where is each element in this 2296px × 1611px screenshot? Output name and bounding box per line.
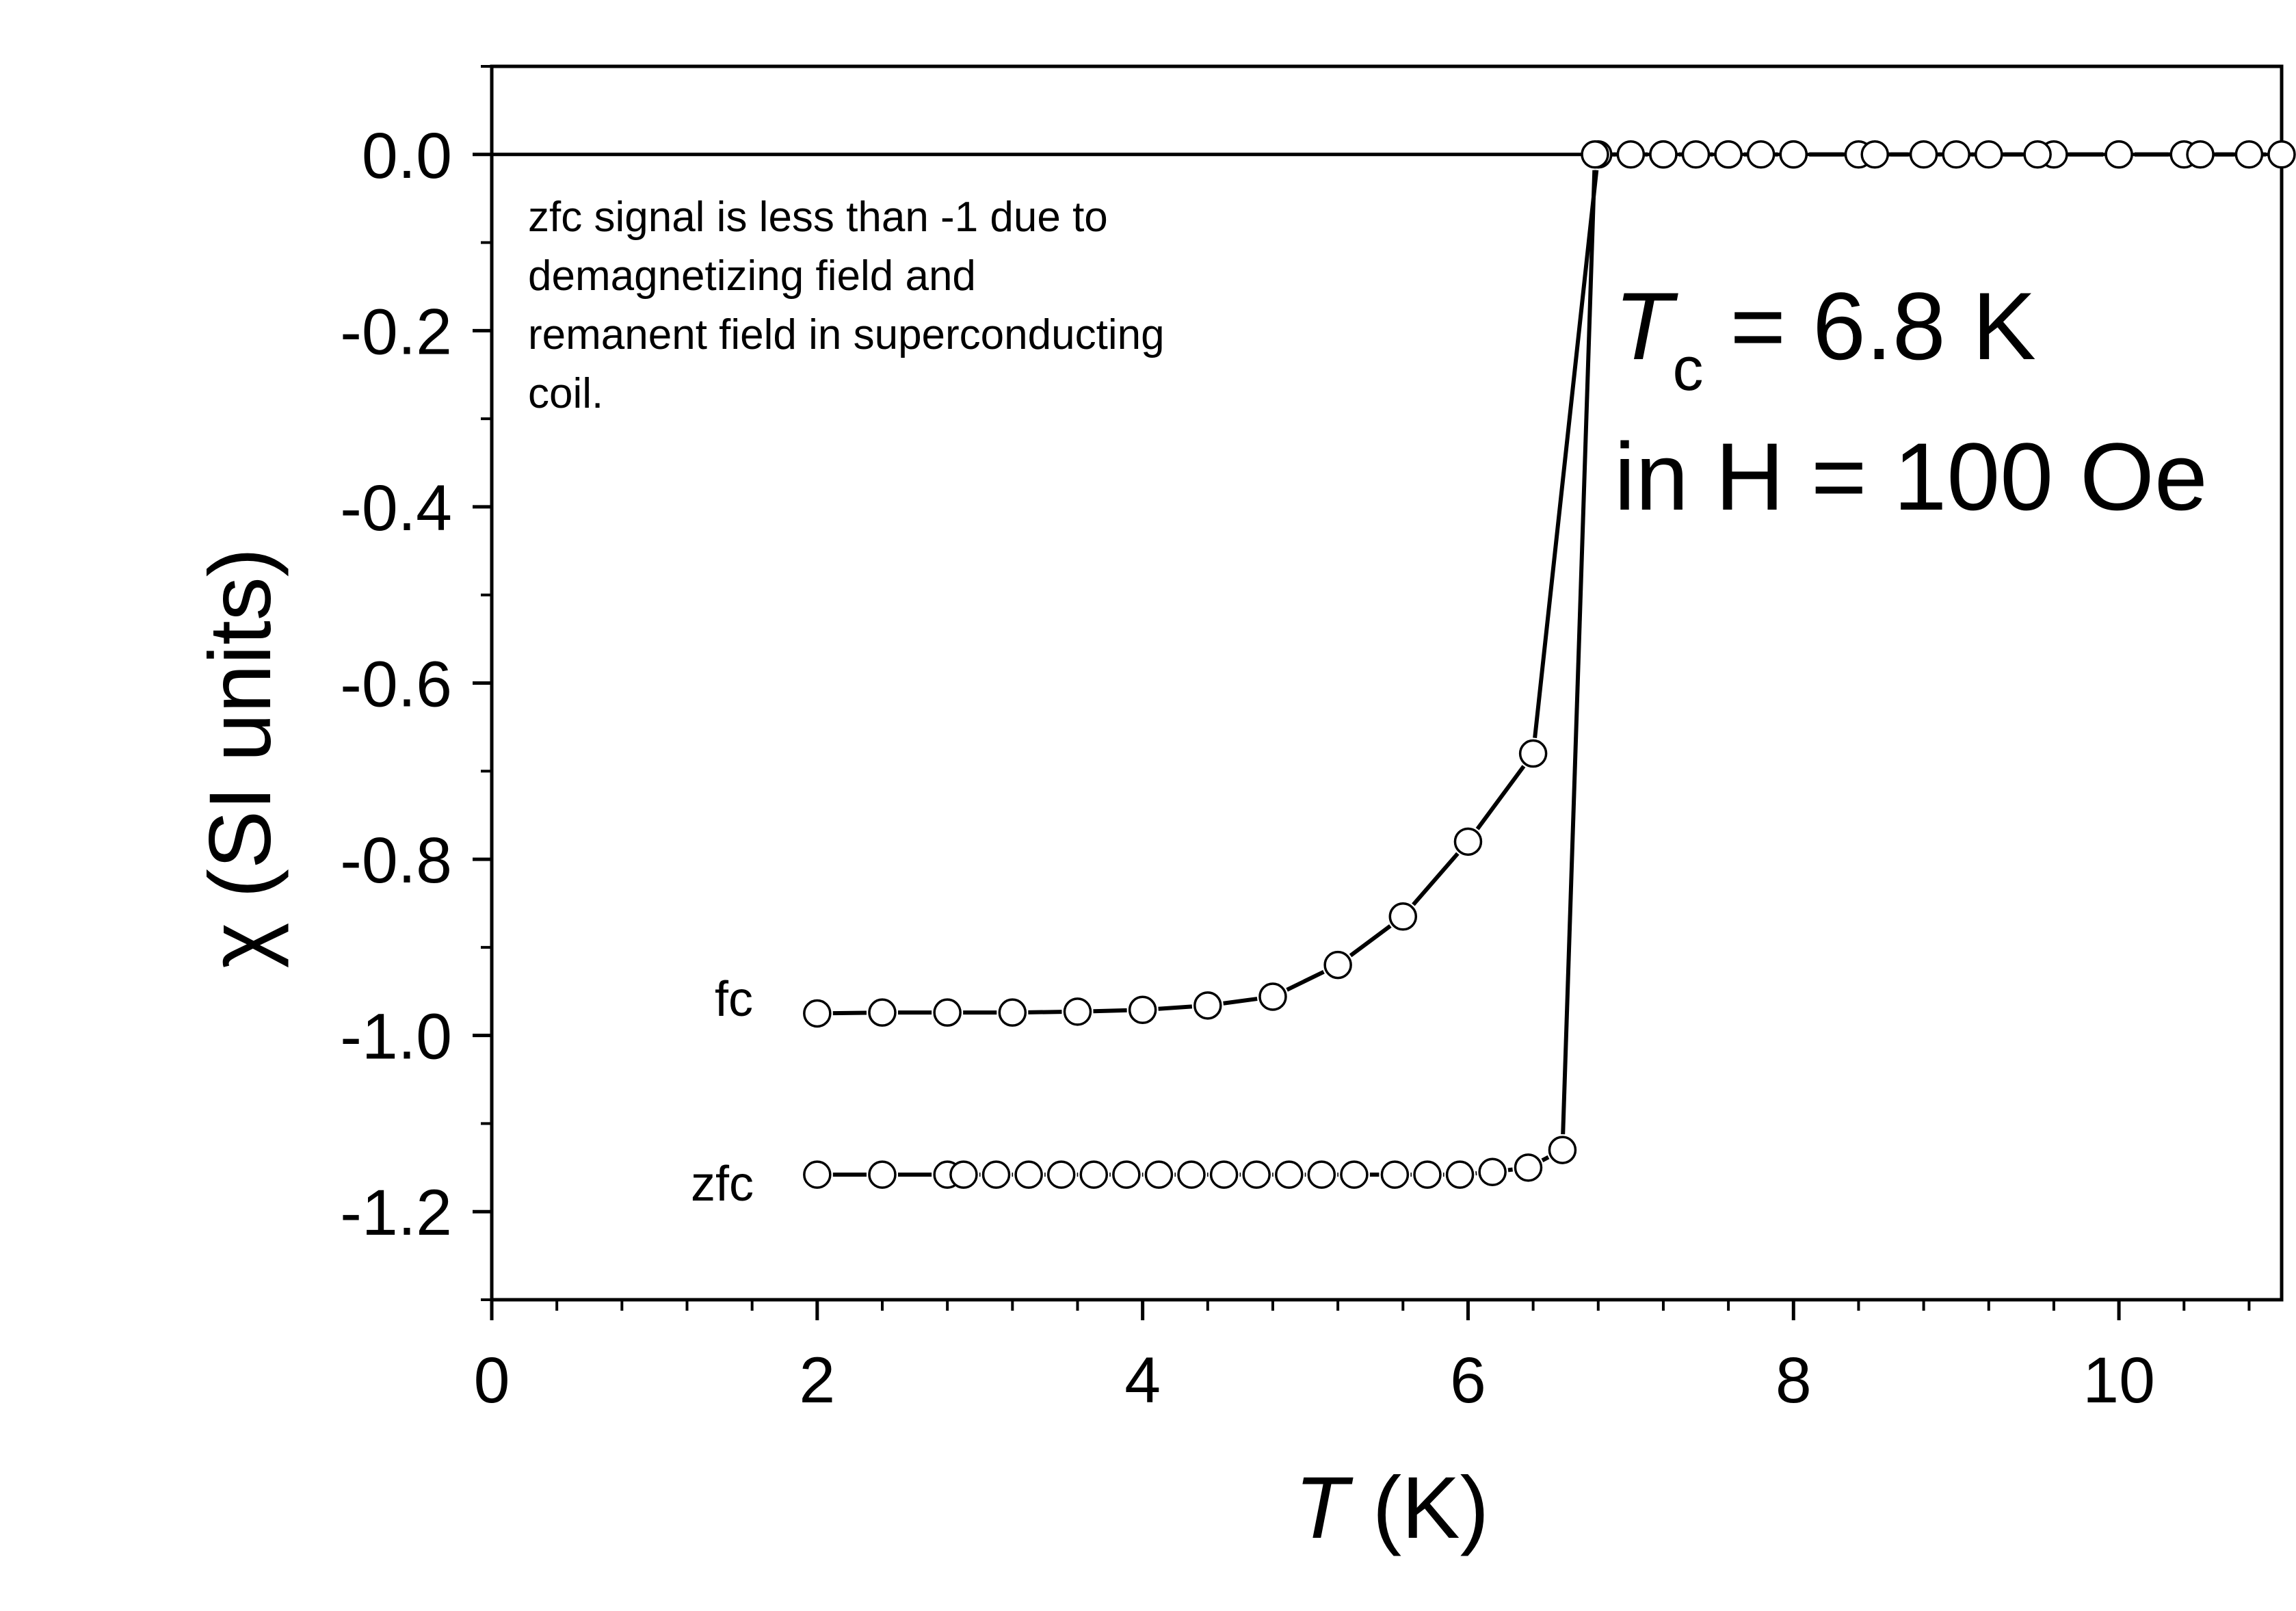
series-line-fc (1475, 765, 1526, 830)
data-point-zfc (1714, 140, 1743, 169)
data-point-zfc (1514, 1153, 1543, 1182)
y-tick-label: -1.0 (340, 1001, 452, 1073)
data-point-fc (1258, 982, 1287, 1011)
x-tick-label: 6 (1450, 1344, 1486, 1417)
data-point-fc (933, 998, 962, 1027)
series-line-fc (1412, 852, 1460, 906)
note-line-1: zfc signal is less than -1 due to (528, 194, 1108, 241)
data-point-zfc (1046, 1160, 1076, 1189)
y-tick-label: -0.8 (340, 824, 452, 897)
data-point-zfc (1307, 1160, 1336, 1189)
x-tick-label: 8 (1776, 1344, 1812, 1417)
data-point-fc (1518, 739, 1548, 768)
data-point-fc (1323, 950, 1352, 980)
x-axis-unit: (K) (1348, 1459, 1489, 1557)
series-line-fc (1533, 170, 1599, 738)
y-axis-title: χ (SI units) (192, 548, 289, 969)
data-point-zfc (2104, 140, 2133, 169)
data-point-zfc (1779, 140, 1808, 169)
tc-subscript: c (1673, 335, 1704, 404)
data-point-fc (1453, 827, 1483, 856)
tc-annotation: Tc = 6.8 K (1614, 272, 2036, 404)
data-point-zfc (1746, 140, 1776, 169)
y-tick-label: -0.4 (340, 472, 452, 545)
data-point-fc (803, 999, 832, 1028)
data-point-zfc (1860, 140, 1889, 169)
data-point-fc (1975, 140, 2003, 169)
series-line-fc (1093, 1008, 1127, 1014)
data-point-fc (868, 998, 897, 1027)
x-axis-title: T (K) (1295, 1459, 1489, 1557)
data-point-zfc (1649, 140, 1678, 169)
series-line-fc (1286, 969, 1325, 992)
data-point-zfc (2267, 140, 2296, 169)
series-markers (803, 140, 2296, 1189)
data-point-zfc (1445, 1160, 1475, 1189)
data-point-zfc (1478, 1157, 1507, 1187)
y-tick-label: -0.6 (340, 649, 452, 721)
data-point-zfc (1275, 1160, 1304, 1189)
data-point-zfc (1413, 1160, 1442, 1189)
note-line-3: remanent field in superconducting (528, 311, 1165, 358)
data-point-zfc (1380, 1160, 1410, 1189)
data-point-fc (1128, 995, 1157, 1025)
note-line-2: demagnetizing field and (528, 252, 976, 300)
series-line-fc (1158, 1004, 1193, 1011)
data-point-zfc (1177, 1160, 1206, 1189)
x-axis-symbol: T (1295, 1459, 1354, 1557)
y-tick-label: -0.2 (340, 296, 452, 368)
data-point-fc (1063, 997, 1092, 1026)
series-line-fc (1349, 924, 1392, 958)
data-point-fc (1388, 902, 1418, 931)
tc-symbol: T (1614, 272, 1678, 380)
series-line-zfc (1541, 1155, 1550, 1162)
series-line-zfc (1561, 170, 1597, 1135)
data-point-zfc (1209, 1160, 1239, 1189)
x-tick-label: 10 (2083, 1344, 2155, 1417)
series-lines (832, 152, 2266, 1177)
data-point-zfc (1112, 1160, 1141, 1189)
data-point-zfc (1616, 140, 1646, 169)
plot-frame (490, 64, 2284, 1302)
data-point-zfc (981, 1160, 1011, 1189)
x-tick-label: 2 (799, 1344, 835, 1417)
series-label-zfc: zfc (691, 1157, 754, 1211)
data-point-zfc (1548, 1136, 1577, 1164)
data-point-zfc (1340, 1160, 1369, 1189)
series-line-fc (1223, 997, 1258, 1006)
data-point-zfc (1681, 140, 1711, 169)
data-point-zfc (949, 1160, 978, 1189)
axis-ticks: 0 2 4 6 8 10 0.0 -0.2 -0.4 -0.6 -0.8 -1.0 -1.2 (340, 65, 2251, 1417)
field-annotation: in H = 100 Oe (1614, 423, 2208, 530)
x-tick-label: 0 (474, 1344, 510, 1417)
tc-value: = 6.8 K (1704, 272, 2036, 380)
data-point-zfc (1942, 140, 1970, 169)
y-tick-label: 0.0 (362, 120, 452, 192)
data-point-fc (1193, 991, 1222, 1020)
data-point-fc (998, 998, 1027, 1027)
data-point-zfc (1014, 1160, 1043, 1189)
data-point-zfc (1581, 140, 1609, 169)
data-point-zfc (1242, 1160, 1271, 1189)
data-point-fc (2234, 140, 2264, 169)
data-point-zfc (868, 1160, 897, 1189)
data-point-zfc (803, 1160, 832, 1189)
data-point-zfc (1079, 1160, 1109, 1189)
data-point-fc (1909, 140, 1938, 169)
data-point-zfc (2186, 140, 2215, 169)
note-line-4: coil. (528, 370, 603, 417)
series-line-fc (832, 1010, 867, 1016)
data-point-zfc (2023, 140, 2052, 169)
x-tick-label: 4 (1124, 1344, 1161, 1417)
y-tick-label: -1.2 (340, 1177, 452, 1249)
data-point-zfc (1144, 1160, 1174, 1189)
series-label-fc: fc (715, 972, 753, 1027)
